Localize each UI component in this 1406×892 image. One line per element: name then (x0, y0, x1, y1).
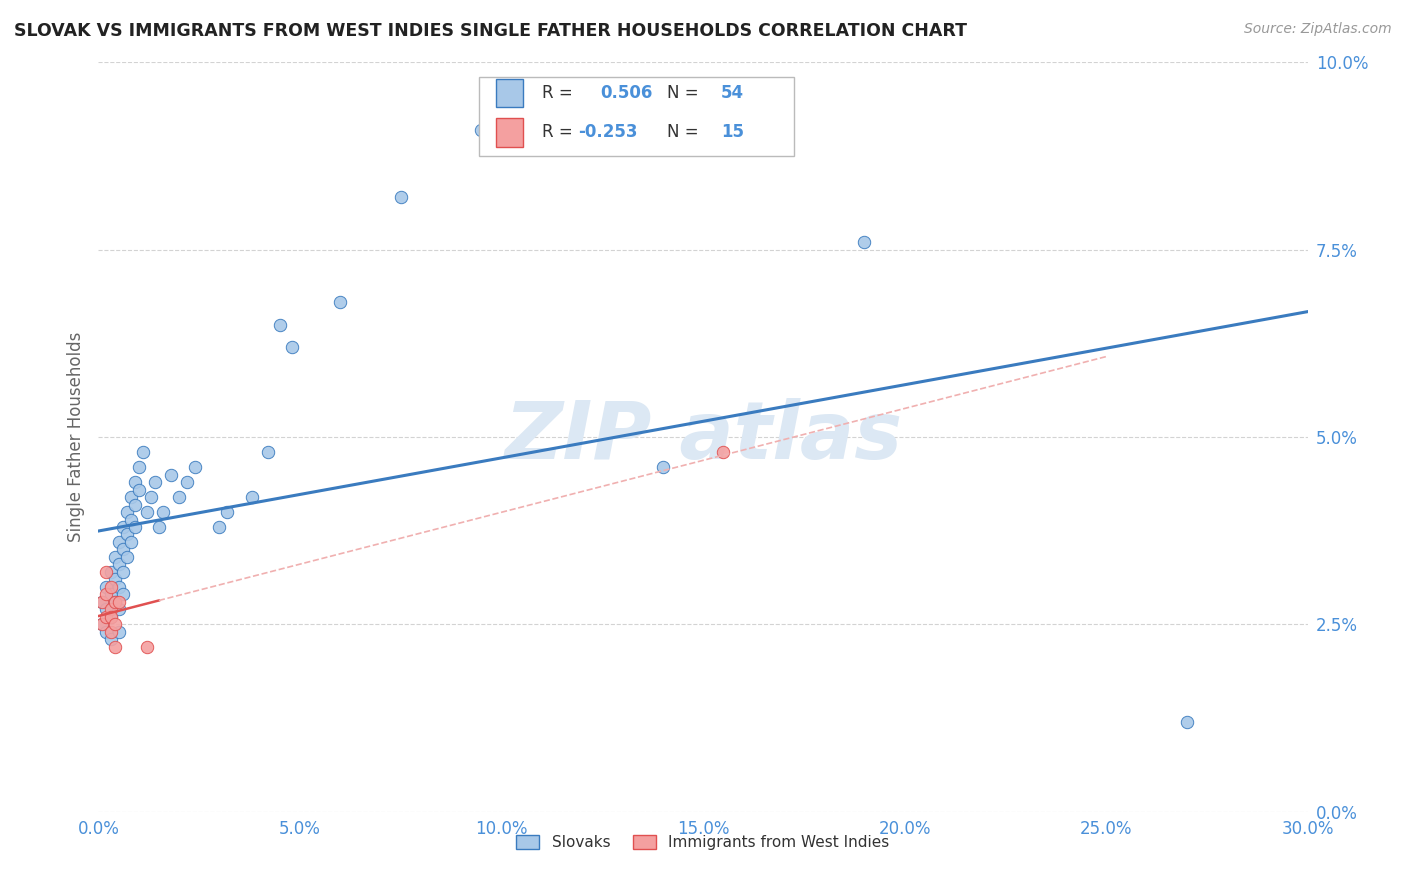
Text: ZIP atlas: ZIP atlas (503, 398, 903, 476)
Legend: Slovaks, Immigrants from West Indies: Slovaks, Immigrants from West Indies (510, 830, 896, 856)
Point (208, 520, 231, 534)
Point (111, 542, 134, 557)
Point (100, 624, 122, 639)
Point (96, 580, 118, 594)
Text: 54: 54 (721, 84, 744, 102)
Point (184, 460, 207, 475)
Point (1175, 714, 1198, 729)
Point (240, 490, 263, 504)
Point (100, 602, 122, 616)
Point (100, 632, 122, 647)
Point (103, 549, 125, 564)
Point (124, 498, 146, 512)
Point (91, 595, 114, 609)
Point (124, 520, 146, 534)
Point (111, 520, 134, 534)
Point (115, 505, 138, 519)
Point (470, 123, 492, 137)
Point (107, 602, 129, 616)
Point (111, 565, 134, 579)
Point (651, 460, 673, 475)
Text: -0.253: -0.253 (578, 123, 638, 142)
FancyBboxPatch shape (496, 78, 523, 107)
Text: 15: 15 (721, 123, 744, 142)
Point (853, 235, 876, 250)
Point (96, 624, 118, 639)
Point (96, 565, 118, 579)
Point (329, 295, 352, 310)
Point (103, 595, 125, 609)
Point (96, 610, 118, 624)
Text: 0.506: 0.506 (600, 84, 652, 102)
Point (103, 595, 125, 609)
Point (107, 624, 129, 639)
Point (103, 573, 125, 587)
Point (256, 445, 278, 459)
Point (143, 475, 166, 489)
Point (100, 610, 122, 624)
Point (124, 475, 146, 489)
Point (135, 640, 157, 654)
Point (103, 617, 125, 632)
Point (107, 580, 129, 594)
Point (91, 595, 114, 609)
Point (269, 318, 291, 332)
Point (389, 190, 412, 204)
FancyBboxPatch shape (479, 78, 793, 156)
Point (128, 460, 150, 475)
Point (100, 587, 122, 601)
Point (115, 549, 138, 564)
Point (100, 610, 122, 624)
Point (103, 640, 125, 654)
Point (132, 445, 155, 459)
Point (107, 535, 129, 549)
Point (107, 595, 129, 609)
Text: R =: R = (543, 123, 578, 142)
Text: SLOVAK VS IMMIGRANTS FROM WEST INDIES SINGLE FATHER HOUSEHOLDS CORRELATION CHART: SLOVAK VS IMMIGRANTS FROM WEST INDIES SI… (14, 22, 967, 40)
Point (148, 520, 170, 534)
Point (281, 340, 304, 354)
Point (107, 558, 129, 572)
Point (96, 602, 118, 616)
Point (120, 512, 142, 526)
Point (111, 587, 134, 601)
Point (176, 475, 198, 489)
Point (139, 490, 162, 504)
Point (128, 483, 150, 497)
Point (135, 505, 157, 519)
Text: N =: N = (666, 84, 703, 102)
Text: R =: R = (543, 84, 578, 102)
Point (217, 505, 239, 519)
Point (91, 617, 114, 632)
Point (167, 490, 190, 504)
Y-axis label: Single Father Households: Single Father Households (66, 332, 84, 542)
Text: N =: N = (666, 123, 703, 142)
Point (96, 587, 118, 601)
Point (100, 565, 122, 579)
Point (120, 490, 142, 504)
FancyBboxPatch shape (496, 118, 523, 146)
Point (152, 505, 174, 519)
Point (160, 467, 183, 482)
Point (711, 445, 734, 459)
Point (115, 527, 138, 541)
Text: Source: ZipAtlas.com: Source: ZipAtlas.com (1244, 22, 1392, 37)
Point (100, 580, 122, 594)
Point (120, 535, 142, 549)
Point (91, 617, 114, 632)
